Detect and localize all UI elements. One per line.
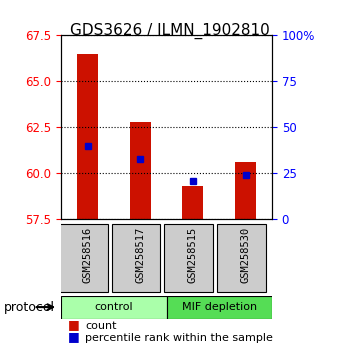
FancyBboxPatch shape [165, 224, 213, 292]
Text: protocol: protocol [3, 301, 54, 314]
FancyBboxPatch shape [61, 296, 167, 319]
Text: percentile rank within the sample: percentile rank within the sample [85, 333, 273, 343]
Text: GSM258517: GSM258517 [135, 227, 145, 283]
Bar [130, 122, 151, 219]
FancyBboxPatch shape [59, 224, 107, 292]
Text: control: control [95, 302, 133, 312]
Text: GSM258516: GSM258516 [83, 227, 92, 283]
Text: MIF depletion: MIF depletion [182, 302, 257, 312]
Text: GSM258530: GSM258530 [241, 227, 251, 283]
FancyBboxPatch shape [167, 296, 272, 319]
Text: ■: ■ [68, 318, 80, 331]
Text: ■: ■ [68, 330, 80, 343]
Bar [77, 54, 98, 219]
FancyBboxPatch shape [112, 224, 160, 292]
Text: GDS3626 / ILMN_1902810: GDS3626 / ILMN_1902810 [70, 23, 270, 39]
Bar [183, 186, 204, 219]
Text: GSM258515: GSM258515 [188, 227, 198, 283]
FancyBboxPatch shape [217, 224, 266, 292]
Text: count: count [85, 321, 117, 331]
Bar [235, 162, 256, 219]
